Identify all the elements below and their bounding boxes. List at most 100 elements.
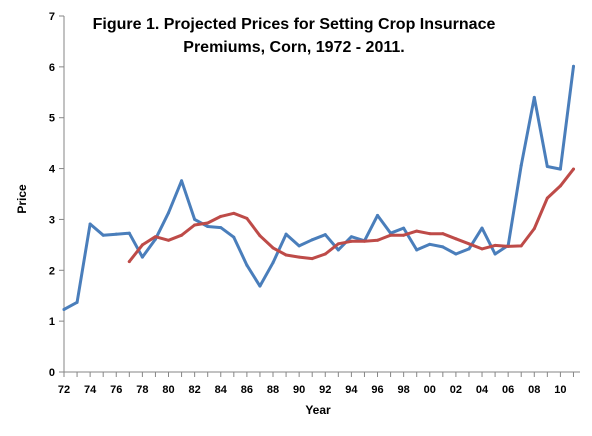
series-1-point	[284, 232, 288, 236]
series-1-point	[519, 164, 523, 168]
series-2-point	[310, 257, 314, 261]
y-tick-label: 3	[49, 214, 55, 226]
series-1-point	[88, 222, 92, 226]
series-1-point	[349, 235, 353, 239]
series-2-point	[271, 246, 275, 250]
x-axis-title: Year	[305, 403, 331, 417]
x-tick-label: 10	[554, 384, 566, 396]
series-2-point	[519, 244, 523, 248]
series-2-point	[545, 196, 549, 200]
series-1-point	[271, 261, 275, 265]
series-2-point	[402, 233, 406, 237]
x-tick-label: 74	[84, 384, 97, 396]
series-1-point	[206, 225, 210, 229]
series-1	[62, 64, 575, 311]
y-axis-ticks: 0 1 2 3 4 5 6 7	[49, 11, 64, 379]
series-1-point	[454, 252, 458, 256]
series-1-line	[62, 64, 575, 311]
series-2-point	[480, 247, 484, 251]
x-tick-label: 92	[319, 384, 331, 396]
series-2-point	[349, 239, 353, 243]
series-2-point	[428, 232, 432, 236]
series-2-point	[258, 234, 262, 238]
series-1-point	[101, 233, 105, 237]
series-2-point	[153, 235, 157, 239]
series-2	[127, 167, 575, 264]
series-1-point	[114, 232, 118, 236]
series-1-point	[258, 284, 262, 288]
x-tick-label: 78	[136, 384, 148, 396]
series-2-point	[180, 233, 184, 237]
y-tick-label: 2	[49, 265, 55, 277]
x-tick-label: 98	[398, 384, 410, 396]
x-tick-label: 88	[267, 384, 279, 396]
x-tick-label: 80	[162, 384, 174, 396]
series-2-point	[206, 221, 210, 225]
series-2-point	[441, 232, 445, 236]
series-1-point	[232, 235, 236, 239]
series-1-point	[323, 233, 327, 237]
series-1-point	[480, 226, 484, 230]
x-tick-label: 86	[241, 384, 253, 396]
x-axis-ticks: 72 74 76 78 80 82 84 86 88 90 92 94 96 98 00 02 04 06 08 10	[58, 372, 574, 396]
x-tick-label: 04	[476, 384, 489, 396]
series-2-point	[336, 242, 340, 246]
series-1-point	[376, 213, 380, 217]
x-tick-label: 84	[215, 384, 228, 396]
chart-title-line-2: Premiums, Corn, 1972 - 2011.	[183, 39, 404, 56]
series-2-point	[362, 239, 366, 243]
series-2-line	[127, 167, 575, 264]
series-2-point	[571, 167, 575, 171]
series-1-point	[245, 263, 249, 267]
series-1-point	[571, 64, 575, 68]
series-2-point	[219, 214, 223, 218]
chart-title-line-1: Figure 1. Projected Prices for Setting C…	[93, 16, 496, 33]
series-2-point	[493, 243, 497, 247]
series-1-point	[75, 300, 79, 304]
series-2-point	[454, 237, 458, 241]
series-2-point	[467, 242, 471, 246]
axes	[63, 16, 580, 373]
series-1-point	[297, 244, 301, 248]
series-2-point	[558, 184, 562, 188]
series-1-point	[310, 238, 314, 242]
series-1-point	[167, 211, 171, 215]
series-2-point	[167, 238, 171, 242]
x-tick-label: 94	[345, 384, 358, 396]
y-tick-label: 0	[49, 367, 55, 379]
series-1-point	[402, 226, 406, 230]
y-axis-title: Price	[15, 184, 29, 214]
series-2-point	[376, 238, 380, 242]
series-1-point	[62, 307, 66, 311]
series-1-point	[545, 165, 549, 169]
x-tick-label: 06	[502, 384, 514, 396]
series-1-point	[558, 167, 562, 171]
x-tick-label: 96	[371, 384, 383, 396]
series-1-point	[532, 95, 536, 99]
x-tick-label: 08	[528, 384, 540, 396]
series-1-point	[467, 247, 471, 251]
series-1-point	[415, 248, 419, 252]
series-1-point	[127, 231, 131, 235]
x-tick-label: 00	[424, 384, 436, 396]
x-tick-label: 90	[293, 384, 305, 396]
series-2-point	[532, 227, 536, 231]
y-tick-label: 6	[49, 62, 55, 74]
series-2-point	[193, 223, 197, 227]
series-1-point	[193, 217, 197, 221]
series-2-point	[140, 243, 144, 247]
series-1-point	[428, 242, 432, 246]
series-1-point	[336, 248, 340, 252]
series-1-point	[219, 226, 223, 230]
series-1-point	[140, 255, 144, 259]
x-tick-label: 76	[110, 384, 122, 396]
x-tick-label: 72	[58, 384, 70, 396]
chart-title: Figure 1. Projected Prices for Setting C…	[93, 16, 496, 56]
series-2-point	[323, 252, 327, 256]
y-tick-label: 1	[49, 316, 55, 328]
y-tick-label: 7	[49, 11, 55, 23]
x-tick-label: 02	[450, 384, 462, 396]
y-tick-label: 4	[49, 164, 56, 176]
